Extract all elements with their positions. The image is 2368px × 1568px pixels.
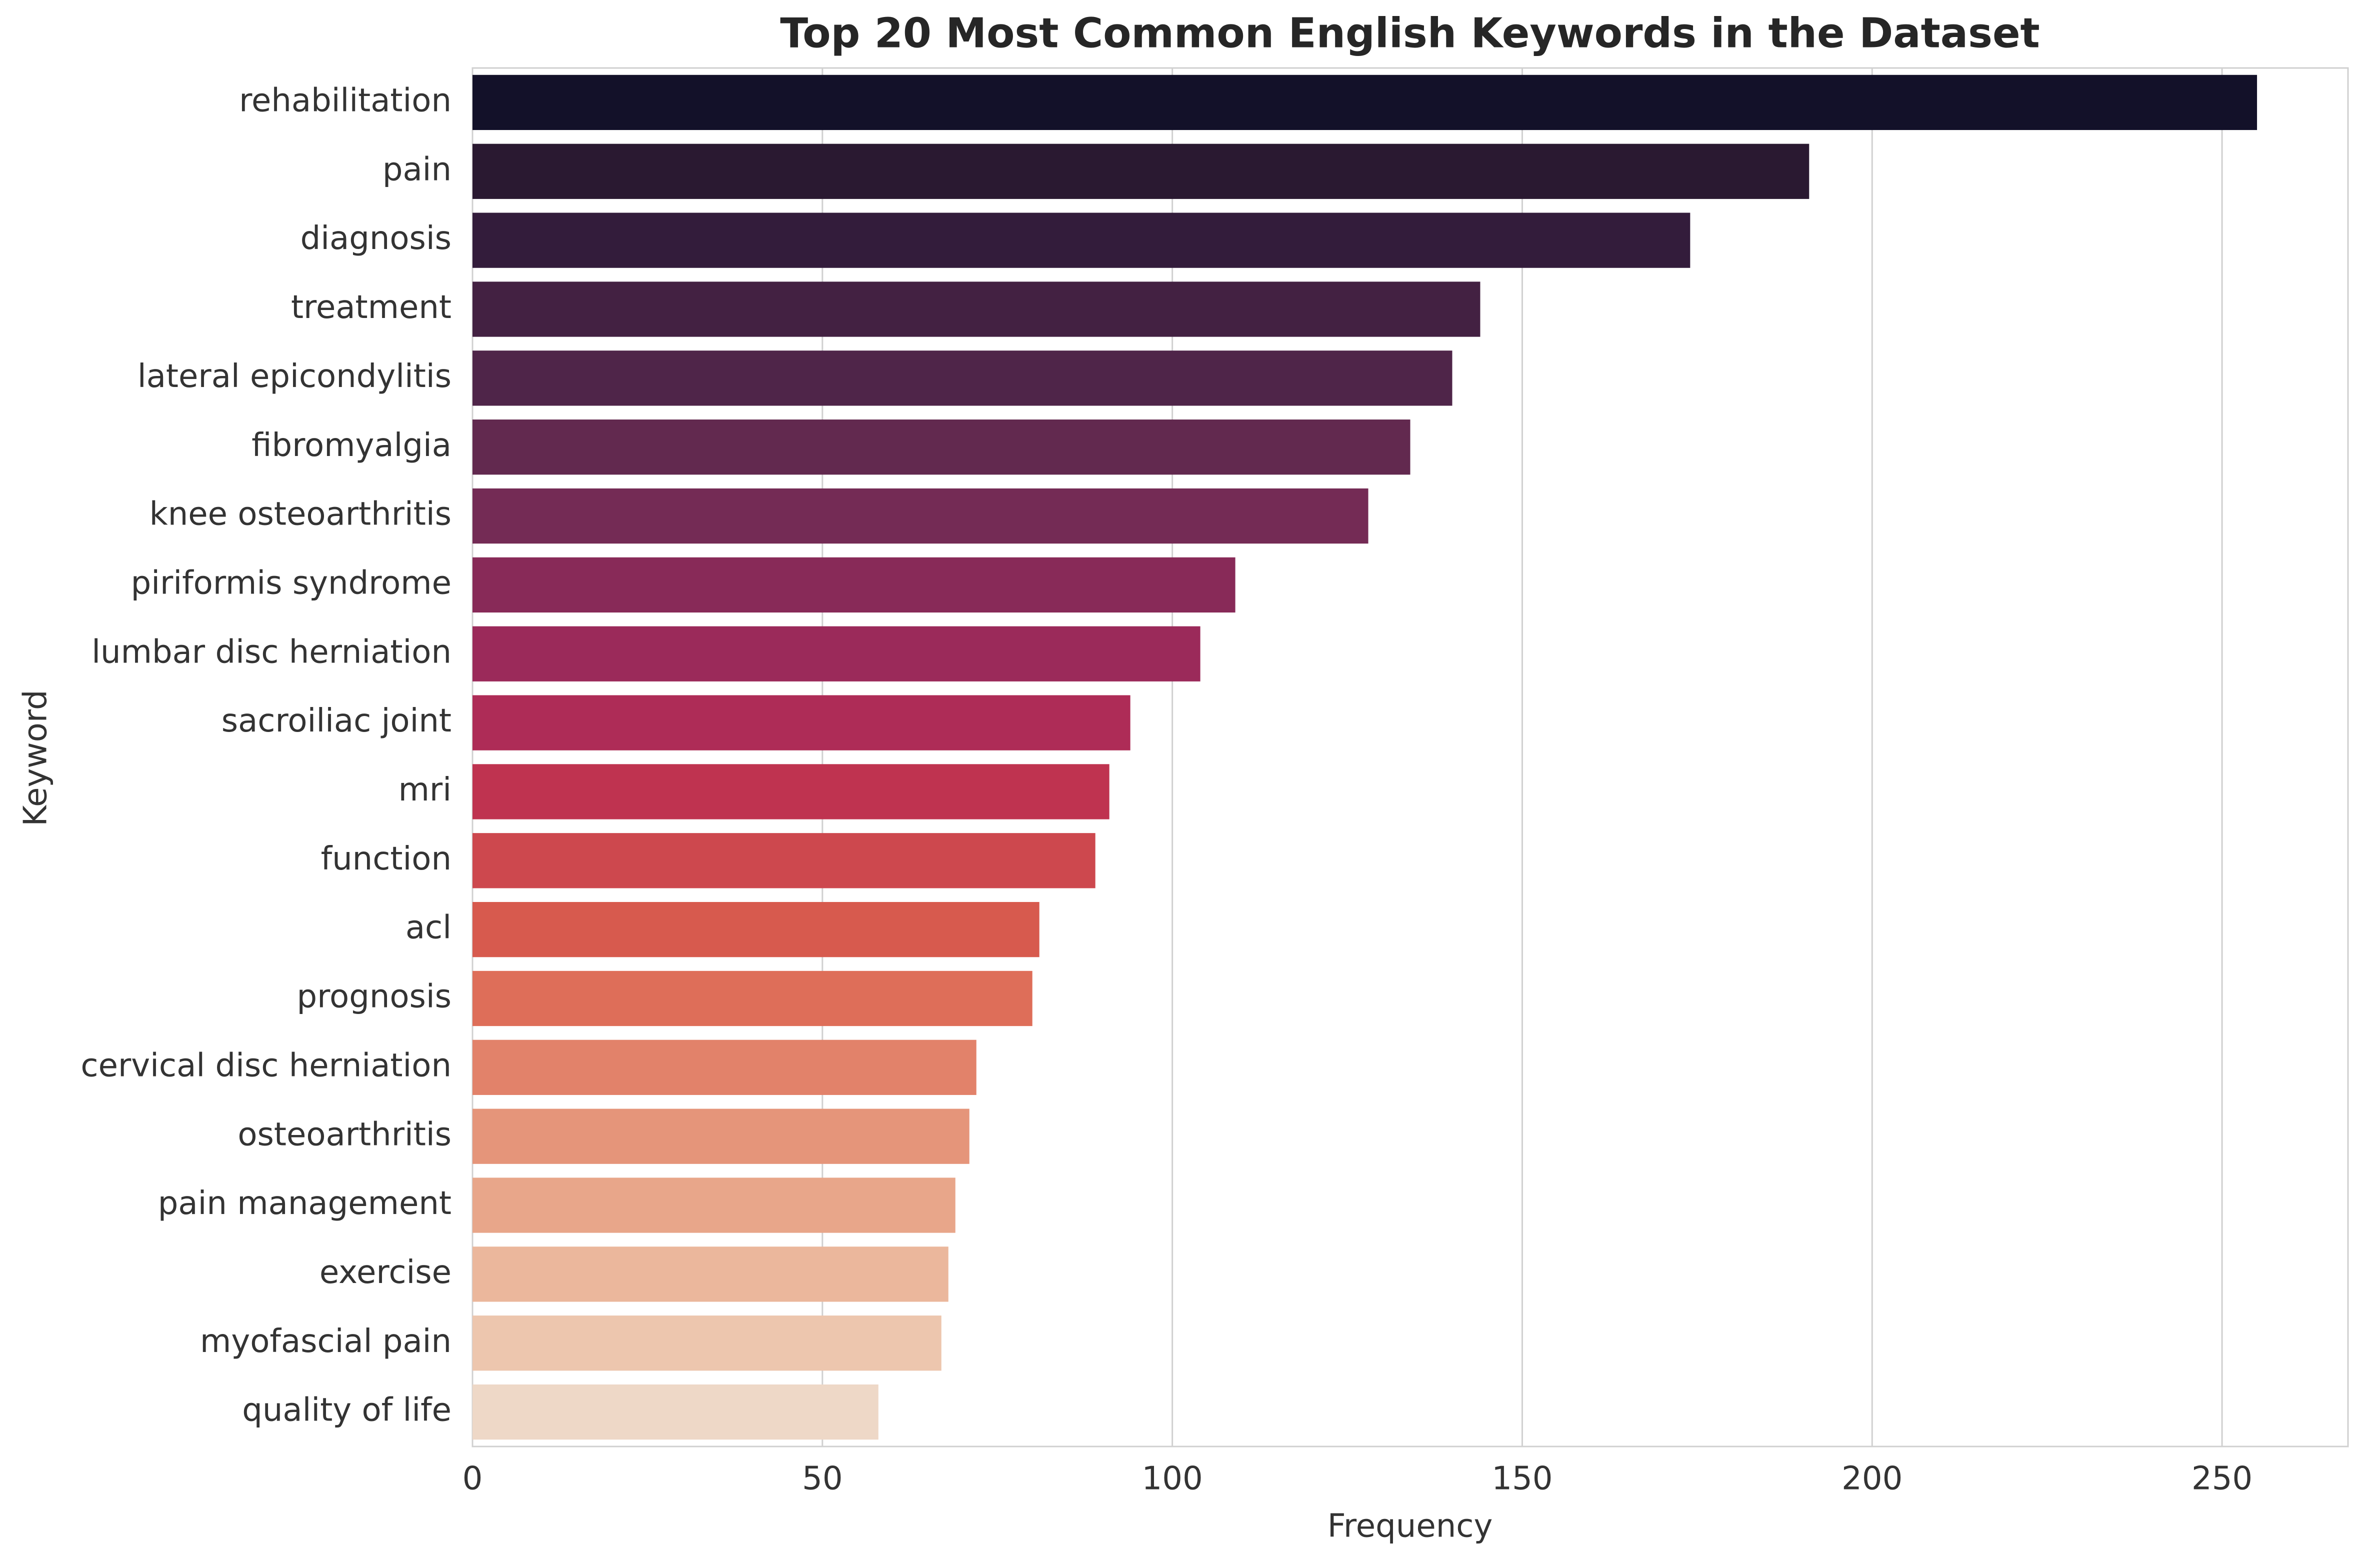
x-tick-label: 150 xyxy=(1492,1460,1552,1498)
y-tick-label: pain xyxy=(382,151,452,188)
y-tick-label: fibromyalgia xyxy=(252,427,452,464)
bar xyxy=(472,1108,970,1164)
bar xyxy=(472,488,1368,544)
x-tick-label: 50 xyxy=(802,1460,842,1498)
bar xyxy=(472,1316,942,1371)
y-tick-label: quality of life xyxy=(242,1392,452,1429)
bar xyxy=(472,350,1452,406)
plot-frame xyxy=(472,67,2349,1448)
x-tick-label: 250 xyxy=(2192,1460,2252,1498)
y-tick-label: lumbar disc herniation xyxy=(92,634,452,670)
y-tick-label: rehabilitation xyxy=(239,82,452,120)
bar xyxy=(472,420,1410,475)
y-axis-label: Keyword xyxy=(18,690,54,826)
y-tick-label: knee osteoarthritis xyxy=(150,496,452,533)
y-tick-label: function xyxy=(321,840,452,878)
bar xyxy=(472,74,2258,130)
y-tick-label: mri xyxy=(398,772,452,808)
y-tick-label: acl xyxy=(406,910,452,946)
y-tick-label: exercise xyxy=(320,1254,452,1291)
y-tick-label: diagnosis xyxy=(300,220,452,257)
bar xyxy=(472,1178,956,1233)
bar xyxy=(472,144,1810,199)
y-tick-label: osteoarthritis xyxy=(238,1116,452,1153)
y-tick-label: sacroiliac joint xyxy=(222,702,452,740)
y-tick-label: lateral epicondylitis xyxy=(138,358,452,395)
bar xyxy=(472,833,1096,888)
y-tick-label: prognosis xyxy=(297,978,452,1016)
bar xyxy=(472,626,1200,682)
x-tick-label: 0 xyxy=(462,1460,483,1498)
bar xyxy=(472,282,1480,337)
y-tick-label: pain management xyxy=(158,1185,452,1222)
bar xyxy=(472,1040,976,1095)
y-tick-label: cervical disc herniation xyxy=(80,1047,452,1084)
y-tick-label: piriformis syndrome xyxy=(131,564,452,602)
bar xyxy=(472,1384,878,1440)
bar xyxy=(472,902,1040,958)
x-axis-label: Frequency xyxy=(1328,1508,1493,1545)
bar xyxy=(472,212,1690,268)
chart-title: Top 20 Most Common English Keywords in t… xyxy=(780,10,2040,57)
bar xyxy=(472,695,1130,750)
bar xyxy=(472,557,1236,613)
y-tick-label: myofascial pain xyxy=(200,1323,452,1360)
bar xyxy=(472,764,1110,820)
bar xyxy=(472,970,1032,1026)
bar xyxy=(472,1246,948,1302)
x-tick-label: 100 xyxy=(1142,1460,1203,1498)
x-tick-label: 200 xyxy=(1842,1460,1902,1498)
y-tick-label: treatment xyxy=(291,289,452,326)
